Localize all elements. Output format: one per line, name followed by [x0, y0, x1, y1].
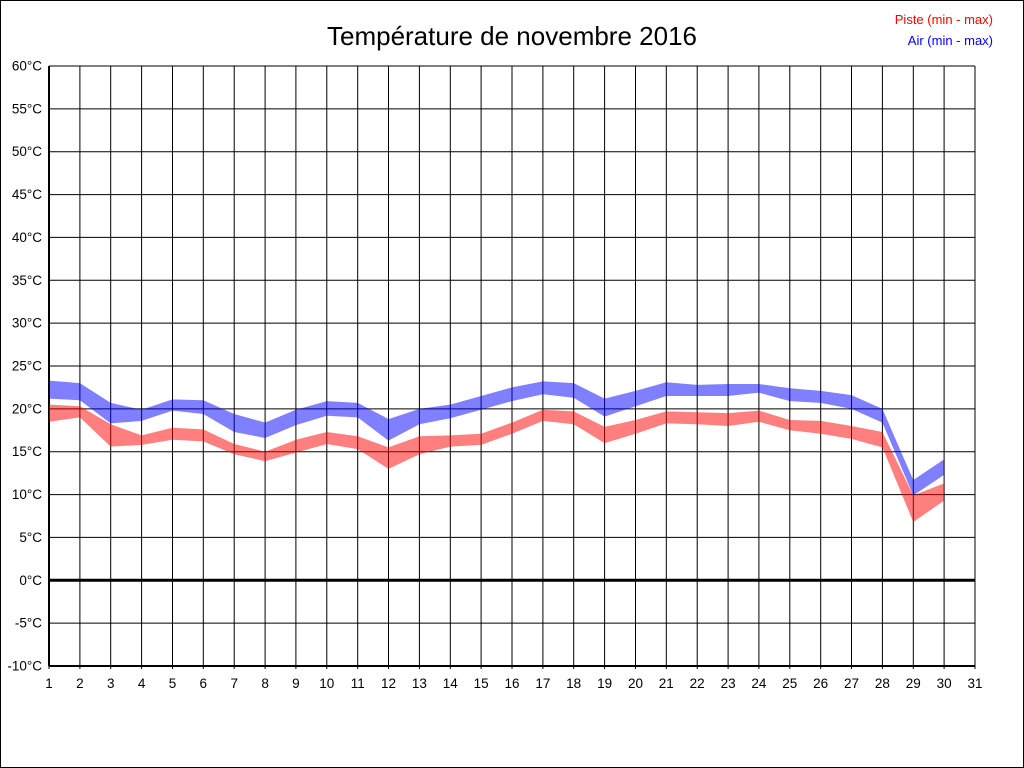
y-tick-label: -10°C [7, 659, 42, 674]
chart-title: Température de novembre 2016 [326, 21, 697, 51]
x-tick-label: 16 [504, 676, 519, 691]
x-tick-label: 22 [690, 676, 705, 691]
x-tick-label: 11 [351, 676, 365, 691]
y-tick-label: 50°C [12, 144, 42, 159]
x-tick-label: 21 [659, 676, 674, 691]
x-tick-label: 10 [319, 676, 334, 691]
y-tick-label: 45°C [12, 187, 42, 202]
x-tick-label: 18 [566, 676, 581, 691]
y-tick-label: 40°C [12, 230, 42, 245]
x-tick-label: 2 [76, 676, 84, 691]
y-tick-label: 25°C [12, 359, 42, 374]
y-tick-label: 5°C [19, 530, 42, 545]
y-tick-label: 15°C [12, 444, 42, 459]
x-tick-label: 28 [875, 676, 890, 691]
x-tick-label: 14 [443, 676, 459, 691]
x-tick-label: 29 [906, 676, 921, 691]
x-tick-label: 17 [535, 676, 550, 691]
legend-item-piste: Piste (min - max) [894, 12, 993, 27]
x-tick-label: 31 [967, 676, 982, 691]
x-tick-label: 15 [474, 676, 489, 691]
x-tick-label: 7 [230, 676, 238, 691]
x-tick-label: 19 [597, 676, 612, 691]
x-tick-label: 23 [721, 676, 736, 691]
air-band [49, 380, 945, 496]
x-tick-label: 30 [937, 676, 952, 691]
y-tick-label: 60°C [12, 59, 42, 74]
x-tick-label: 1 [45, 676, 53, 691]
x-tick-label: 25 [782, 676, 797, 691]
y-tick-label: 55°C [12, 101, 42, 116]
x-tick-label: 12 [381, 676, 396, 691]
y-tick-label: 30°C [12, 316, 42, 331]
x-tick-label: 5 [169, 676, 177, 691]
piste-band [49, 404, 945, 522]
x-tick-label: 6 [200, 676, 208, 691]
x-tick-label: 13 [412, 676, 427, 691]
y-tick-label: 10°C [12, 487, 42, 502]
legend: Piste (min - max) Air (min - max) [895, 9, 993, 51]
x-tick-label: 24 [751, 676, 767, 691]
x-tick-label: 9 [292, 676, 300, 691]
x-tick-label: 4 [138, 676, 146, 691]
legend-item-air: Air (min - max) [907, 33, 993, 48]
y-tick-label: 0°C [19, 573, 42, 588]
x-tick-label: 27 [844, 676, 859, 691]
y-tick-label: 20°C [12, 401, 42, 416]
x-tick-label: 8 [261, 676, 269, 691]
x-tick-label: 26 [813, 676, 828, 691]
y-tick-label: -5°C [15, 616, 42, 631]
x-tick-label: 20 [628, 676, 643, 691]
y-tick-label: 35°C [12, 273, 42, 288]
x-tick-label: 3 [107, 676, 115, 691]
